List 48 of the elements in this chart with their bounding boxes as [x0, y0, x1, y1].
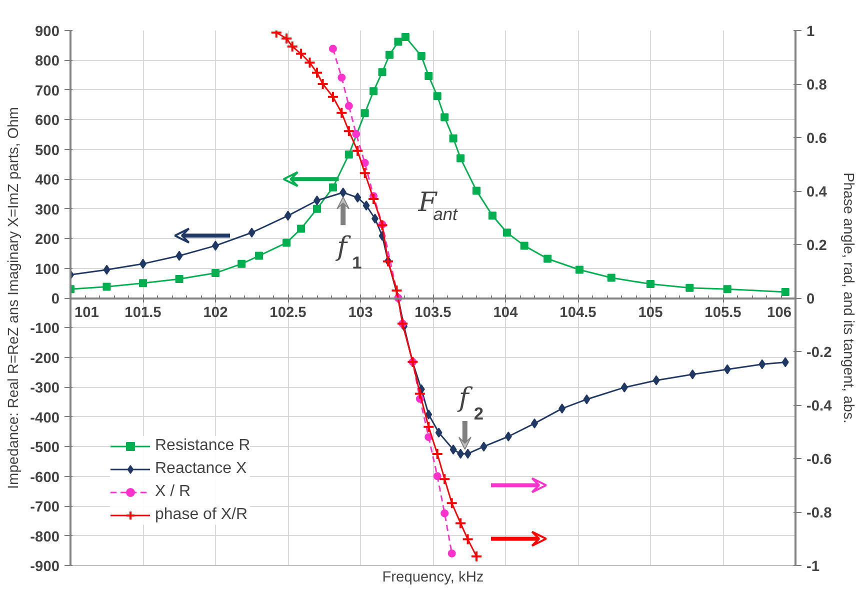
y-tick-label: 900 [35, 24, 60, 40]
x-tick-label: 105.5 [704, 305, 742, 321]
x-axis-title: Frequency, kHz [382, 570, 484, 586]
x-tick-label: 106 [767, 305, 792, 321]
x-tick-label: 105 [638, 305, 663, 321]
y2-tick-label: -1 [806, 559, 820, 575]
y-tick-label: 800 [35, 54, 60, 70]
x-tick-label: 101.5 [124, 305, 162, 321]
x-tick-label: 102 [203, 305, 228, 321]
y2-tick-label: 1 [806, 24, 815, 40]
y-tick-label: -700 [30, 500, 60, 516]
y2-tick-label: -0.6 [806, 452, 832, 468]
y-axis-title: Impedance: Real R=ReZ ans Imaginary X=ImZ parts, Ohm [6, 106, 22, 490]
legend-label: Resistance R [155, 437, 250, 455]
y2-tick-label: 0.8 [806, 78, 827, 94]
y-tick-label: 300 [35, 202, 60, 218]
y-tick-label: -400 [30, 410, 60, 426]
y-tick-label: 100 [35, 262, 60, 278]
y-tick-label: -900 [30, 559, 60, 575]
y-tick-label: -200 [30, 350, 60, 367]
y-tick-label: 600 [35, 113, 60, 130]
y-tick-label: -500 [30, 440, 60, 456]
y-tick-label: -800 [30, 529, 60, 546]
y-tick-label: 0 [51, 292, 60, 308]
y-tick-label: -600 [30, 470, 60, 486]
y-tick-label: 400 [35, 172, 60, 189]
x-tick-label: 102.5 [270, 305, 306, 321]
y2-axis-title: Phase angle, rad, and its tangent, abs. [840, 172, 856, 424]
y2-tick-label: -0.4 [806, 398, 833, 414]
legend-label: X / R [155, 483, 191, 501]
x-tick-label: 103 [348, 305, 373, 321]
y2-tick-label: -0.8 [806, 506, 832, 522]
y2-tick-label: 0.4 [806, 184, 828, 200]
y2-tick-label: 0.2 [806, 238, 827, 254]
y-tick-label: 700 [35, 83, 60, 100]
y2-tick-label: 0.6 [806, 131, 827, 147]
legend-label: phase of X/R [155, 506, 248, 524]
y-tick-label: 200 [35, 232, 60, 248]
x-tick-label: 103.5 [414, 305, 452, 321]
x-tick-label: 101 [74, 305, 99, 321]
y-tick-label: -300 [30, 380, 60, 397]
y-tick-label: 500 [35, 142, 60, 159]
y2-tick-label: -0.2 [806, 345, 832, 361]
x-tick-label: 104.5 [560, 305, 596, 321]
legend-label: Reactance X [155, 460, 247, 478]
y2-tick-label: 0 [806, 292, 815, 308]
x-tick-label: 104 [493, 305, 519, 321]
y-tick-label: -100 [30, 321, 60, 338]
